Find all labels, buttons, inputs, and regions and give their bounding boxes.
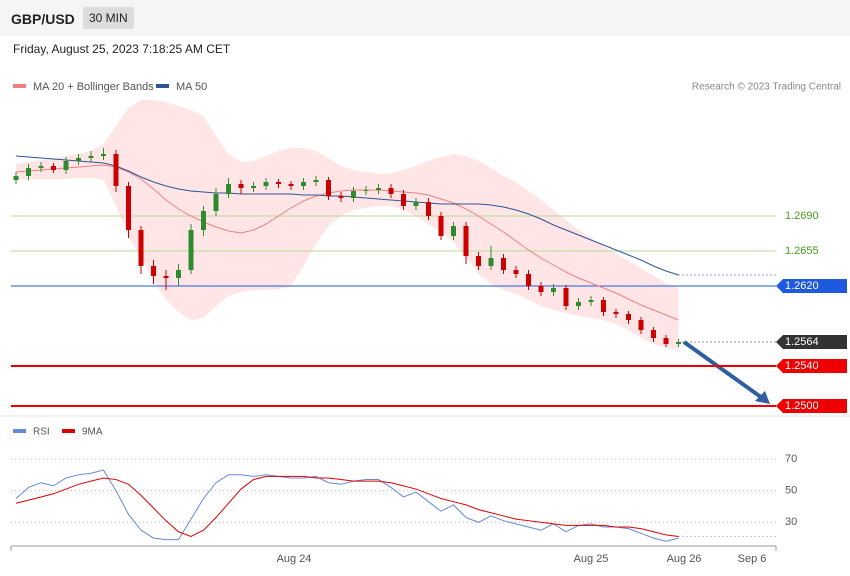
- symbol: GBP/USD: [11, 11, 75, 27]
- candle-body: [13, 176, 19, 180]
- candle-body: [251, 186, 256, 188]
- level-tag: [776, 399, 847, 413]
- candle-body: [676, 342, 681, 344]
- candle-body: [363, 190, 369, 191]
- candle-body: [426, 202, 431, 216]
- candle-body: [401, 194, 406, 206]
- candle-body: [338, 196, 344, 198]
- level-label: 1.2655: [785, 245, 819, 257]
- candle-body: [451, 226, 456, 236]
- candle-body: [551, 288, 556, 292]
- candle-body: [513, 270, 519, 274]
- forecast-arrow-head: [755, 391, 770, 404]
- candle-body: [476, 256, 481, 266]
- indicator-line: [15, 469, 679, 542]
- y-tick-label: 70: [785, 453, 797, 465]
- candle-body: [176, 270, 181, 278]
- legend-swatch: [13, 429, 26, 433]
- level-label: 1.2500: [785, 400, 819, 412]
- ma-line: [15, 155, 679, 276]
- candle-body: [88, 156, 94, 158]
- legend-swatch: [13, 84, 26, 88]
- candle-body: [576, 302, 581, 306]
- x-tick-label: Aug 24: [277, 553, 312, 565]
- candle-body: [601, 300, 606, 312]
- credit: Research © 2023 Trading Central: [692, 82, 841, 93]
- level-label: 1.2690: [785, 210, 819, 222]
- candle-body: [163, 276, 169, 278]
- level-label: 1.2620: [785, 280, 819, 292]
- candle-body: [438, 216, 444, 236]
- candle-body: [651, 330, 656, 338]
- level-tag: [776, 335, 847, 349]
- candle-body: [301, 182, 306, 186]
- candle-body: [638, 320, 644, 330]
- legend-swatch: [62, 429, 75, 433]
- candle-body: [613, 312, 619, 314]
- candle-body: [51, 166, 56, 170]
- level-label: 1.2540: [785, 360, 819, 372]
- candle-body: [501, 258, 506, 270]
- legend-label: MA 50: [176, 81, 207, 93]
- candle-body: [38, 166, 44, 168]
- candle-body: [126, 186, 131, 230]
- x-tick-label: Aug 25: [574, 553, 609, 565]
- header-bar: [0, 0, 850, 36]
- candle-body: [463, 226, 469, 256]
- candle-body: [226, 184, 231, 194]
- legend-swatch: [156, 84, 169, 88]
- candle-body: [563, 288, 569, 306]
- candle-body: [526, 274, 531, 286]
- candle-body: [413, 202, 419, 206]
- candle-body: [276, 182, 281, 184]
- candle-body: [313, 180, 319, 182]
- candle-body: [351, 191, 356, 198]
- candle-body: [188, 230, 194, 270]
- x-tick-label: Aug 26: [667, 553, 702, 565]
- candle-body: [388, 188, 394, 194]
- candle-body: [588, 300, 594, 302]
- indicator-line: [15, 475, 679, 538]
- candle-body: [151, 266, 156, 276]
- level-tag: [776, 279, 847, 293]
- candle-body: [101, 154, 106, 156]
- candle-body: [488, 258, 494, 266]
- candle-body: [138, 230, 144, 266]
- candle-body: [626, 314, 631, 320]
- candle-body: [376, 188, 381, 190]
- bollinger-band: [16, 100, 679, 350]
- legend-label: RSI: [33, 427, 50, 438]
- candle-body: [663, 338, 669, 344]
- forecast-arrow: [682, 340, 767, 402]
- candle-body: [238, 184, 244, 188]
- level-tag: [776, 359, 847, 373]
- interval-button[interactable]: 30 MIN: [83, 7, 134, 29]
- legend-label: MA 20 + Bollinger Bands: [33, 81, 154, 93]
- ma-line: [15, 164, 679, 321]
- candle-body: [76, 158, 81, 161]
- y-tick-label: 30: [785, 516, 797, 528]
- candle-body: [213, 194, 219, 211]
- y-tick-label: 50: [785, 485, 797, 497]
- candle-body: [288, 184, 294, 186]
- candle-body: [263, 182, 269, 186]
- candle-body: [326, 180, 331, 196]
- candle-body: [538, 286, 544, 292]
- candle-body: [63, 161, 69, 170]
- x-tick-label: Sep 6: [738, 553, 767, 565]
- timestamp: Friday, August 25, 2023 7:18:25 AM CET: [13, 42, 231, 56]
- candle-body: [201, 211, 206, 230]
- legend-label: 9MA: [82, 427, 103, 438]
- candle-body: [113, 154, 119, 186]
- candle-body: [26, 168, 31, 176]
- level-label: 1.2564: [785, 336, 819, 348]
